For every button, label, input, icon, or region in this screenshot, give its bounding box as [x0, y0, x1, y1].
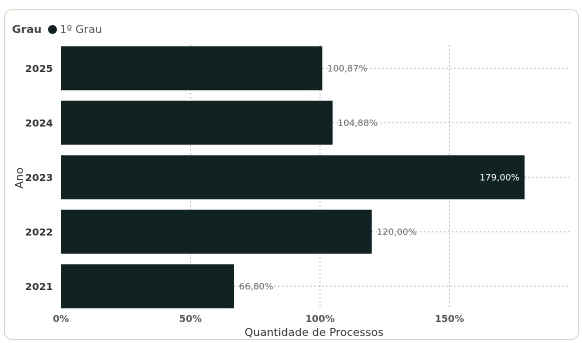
legend-title: Grau — [12, 22, 42, 36]
bar-2021[interactable] — [61, 264, 235, 309]
data-label: 66,80% — [239, 282, 274, 292]
x-tick-label: 0% — [53, 314, 70, 325]
y-category-label: 2022 — [25, 227, 53, 238]
data-label: 179,00% — [480, 173, 520, 183]
legend-entry[interactable]: 1º Grau — [59, 22, 103, 36]
legend: Grau 1º Grau — [12, 21, 102, 37]
x-axis-ticks: 0% 50% 100% 150% — [53, 314, 465, 325]
bars: 100,87% 104,88% 179,00% 120,00% 66,80% — [61, 46, 525, 309]
bar-2022[interactable] — [61, 209, 372, 254]
bar-2025[interactable] — [61, 46, 323, 91]
x-axis-title: Quantidade de Processos — [244, 326, 383, 339]
y-category-label: 2021 — [25, 282, 53, 293]
bar-2023[interactable] — [61, 155, 525, 200]
legend-marker — [47, 24, 57, 34]
data-label: 104,88% — [338, 119, 378, 129]
data-label: 100,87% — [327, 64, 367, 74]
y-category-label: 2024 — [25, 118, 53, 129]
y-axis-title: Ano — [13, 167, 26, 188]
x-tick-label: 100% — [305, 314, 335, 325]
y-axis-categories: 2025 2024 2023 2022 2021 — [25, 64, 53, 293]
y-category-label: 2025 — [25, 64, 53, 75]
data-label: 120,00% — [377, 228, 417, 238]
bar-2024[interactable] — [61, 100, 333, 145]
x-tick-label: 150% — [435, 314, 465, 325]
y-category-label: 2023 — [25, 173, 53, 184]
x-tick-label: 50% — [179, 314, 202, 325]
chart-frame — [4, 9, 579, 340]
